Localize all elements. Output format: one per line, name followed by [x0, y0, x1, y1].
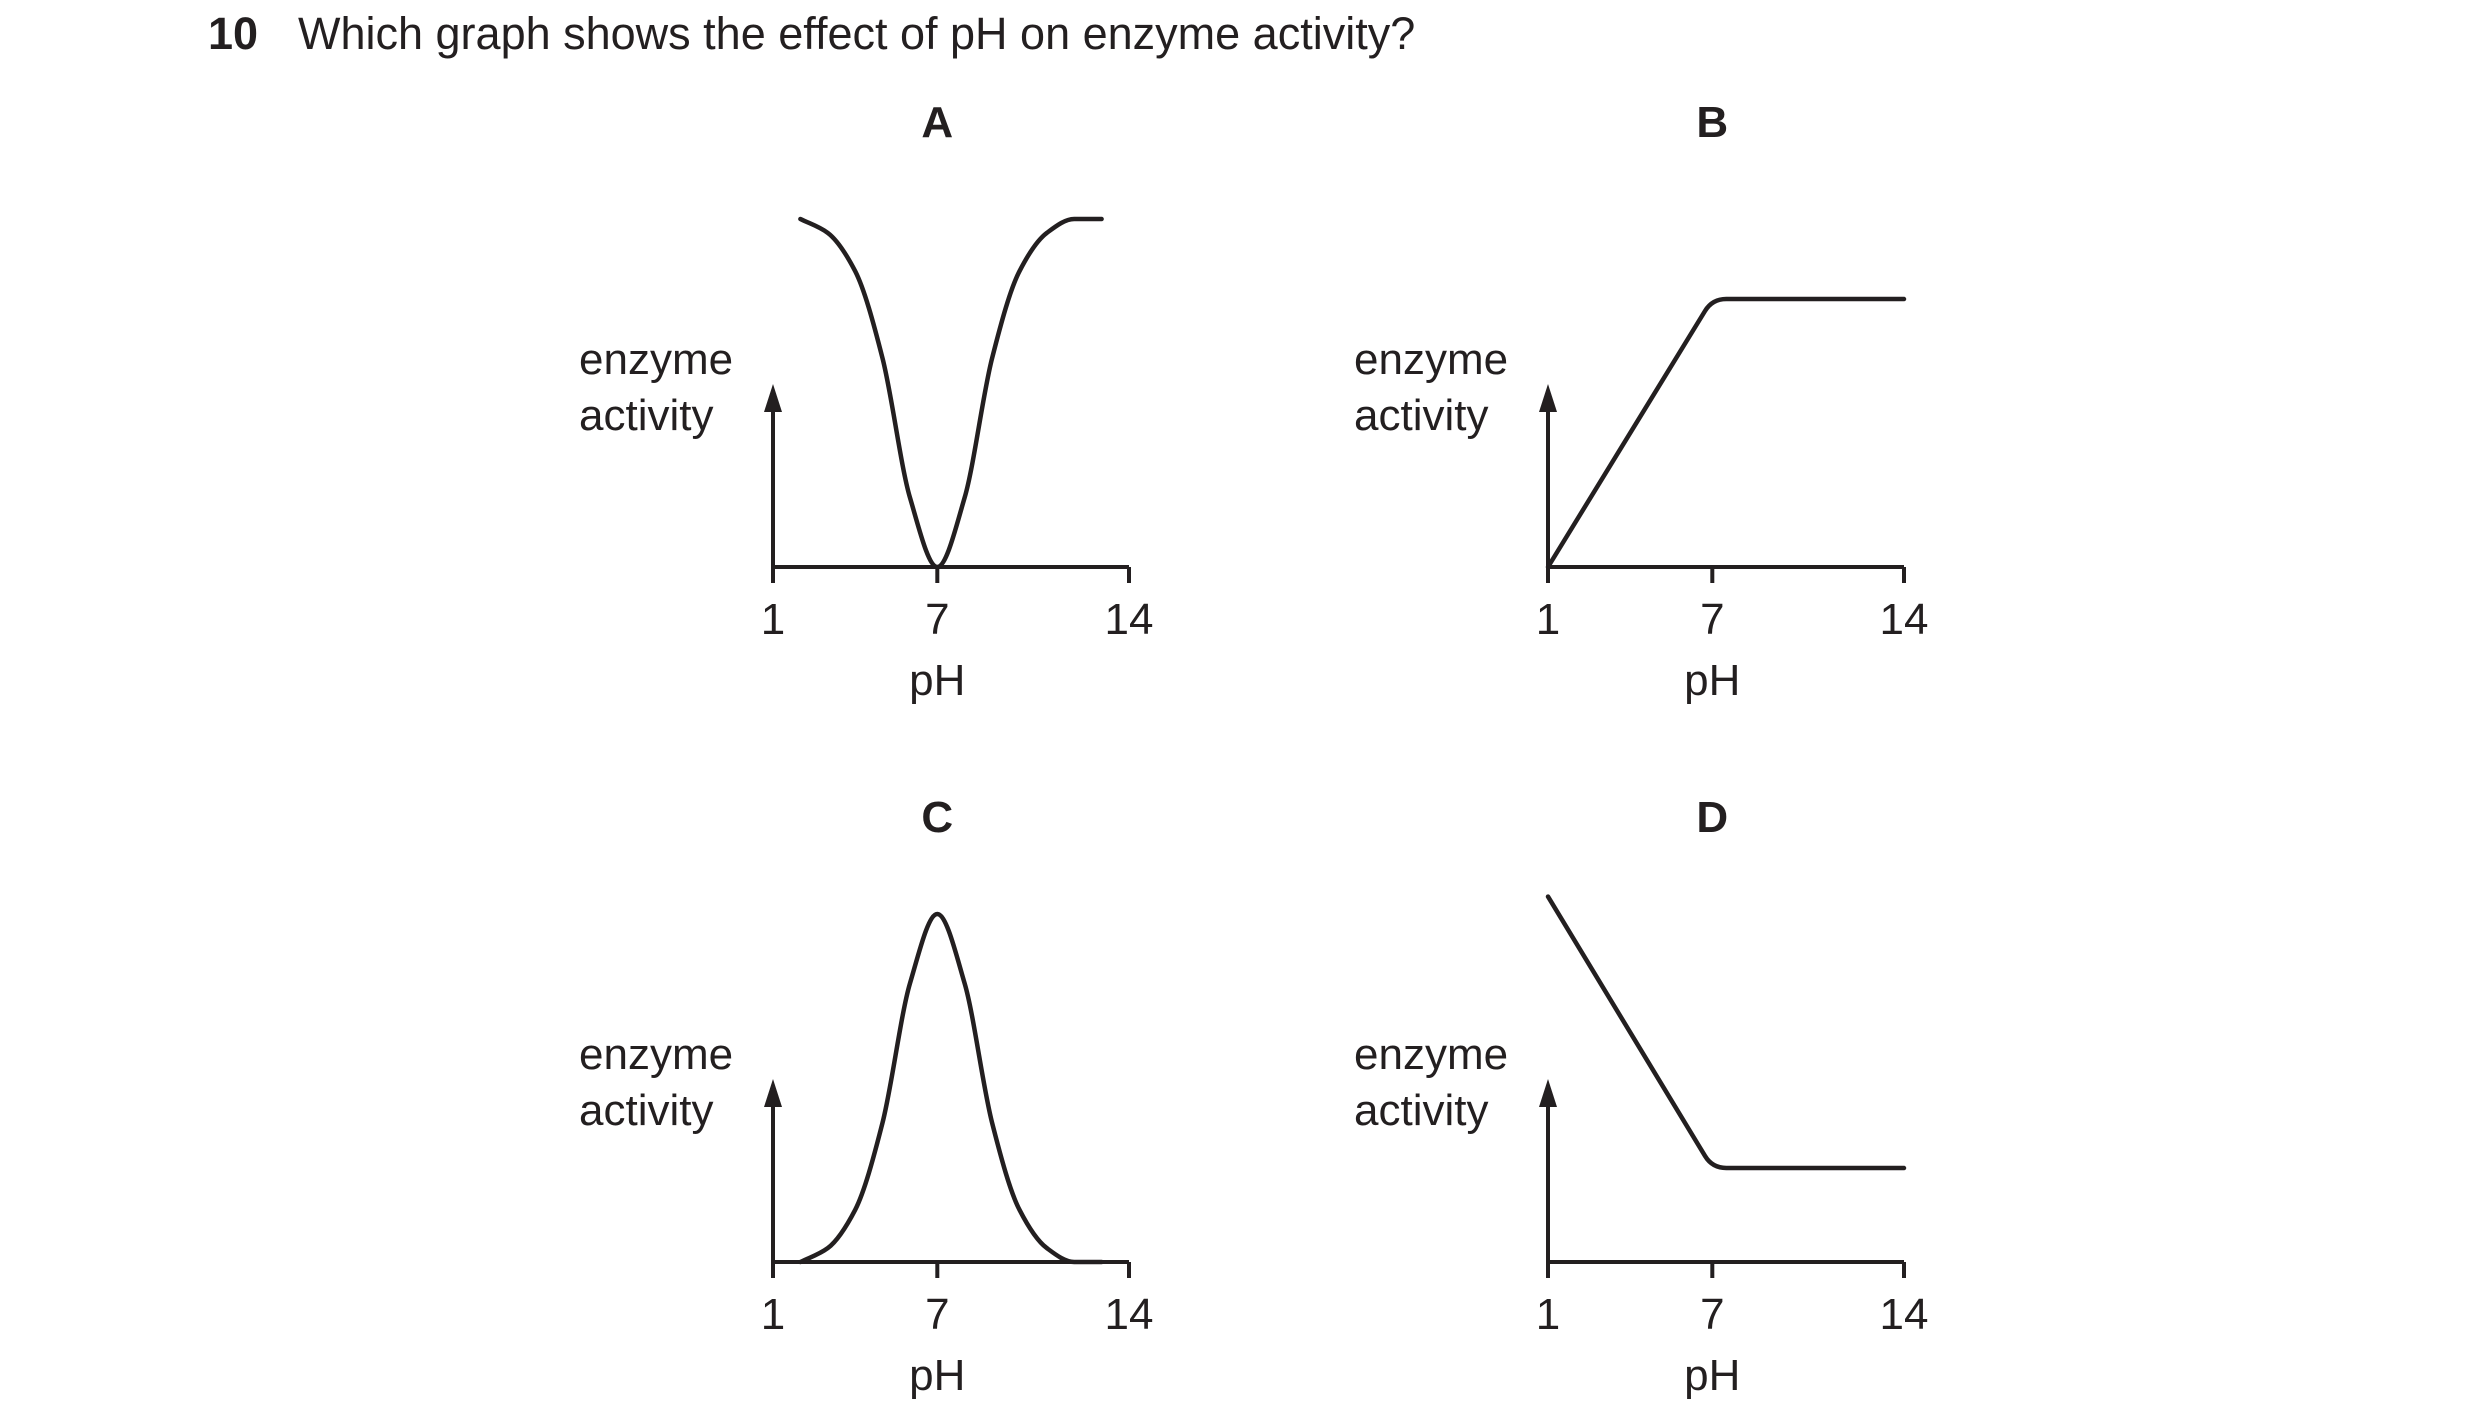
panel-d-y-axis-label: enzyme [1354, 1030, 1508, 1079]
panel-a-y-axis-label: enzyme [579, 335, 733, 384]
panel-a-x-tick-label: 7 [925, 595, 949, 644]
panel-c-curve [798, 911, 1104, 1265]
panel-b-x-tick-label: 7 [1700, 595, 1724, 644]
panel-c-y-axis-label: activity [579, 1086, 713, 1135]
panel-b-x-tick-label: 14 [1880, 595, 1929, 644]
panel-a-x-tick-label: 1 [761, 595, 785, 644]
panel-b-y-axis-arrowhead [1539, 384, 1557, 412]
panel-d-x-tick-label: 1 [1536, 1290, 1560, 1339]
question-stem: 10 Which graph shows the effect of pH on … [208, 6, 1415, 62]
question-text: Which graph shows the effect of pH on en… [298, 8, 1416, 59]
panel-a: A 1 7 14 pH enzyme activity [579, 98, 1153, 705]
panel-d-y-axis-label: activity [1354, 1086, 1488, 1135]
panel-b-y-axis-label: activity [1354, 391, 1488, 440]
panel-d-x-tick-label: 14 [1880, 1290, 1929, 1339]
panel-d: D 1 7 14 pH enzyme activity [1354, 793, 1928, 1400]
panel-c-x-tick-label: 14 [1105, 1290, 1154, 1339]
panel-b-x-axis-label: pH [1684, 656, 1740, 705]
panel-a-x-tick-label: 14 [1105, 595, 1154, 644]
panel-c-y-axis-arrowhead [764, 1079, 782, 1107]
panel-a-curve [798, 216, 1104, 570]
panel-a-x-axis-label: pH [909, 656, 965, 705]
panel-a-y-axis-arrowhead [764, 384, 782, 412]
panel-b: B 1 7 14 pH enzyme activity [1354, 98, 1928, 705]
panel-c-x-tick-label: 7 [925, 1290, 949, 1339]
panel-d-letter: D [1696, 793, 1728, 842]
panel-c: C 1 7 14 pH enzyme activity [579, 793, 1153, 1400]
panel-a-y-axis-label: activity [579, 391, 713, 440]
panel-a-letter: A [921, 98, 953, 147]
panel-c-x-tick-label: 1 [761, 1290, 785, 1339]
panel-c-y-axis-label: enzyme [579, 1030, 733, 1079]
panel-b-y-axis-label: enzyme [1354, 335, 1508, 384]
panel-c-x-axis-label: pH [909, 1351, 965, 1400]
panel-b-curve [1545, 296, 1907, 570]
panel-c-letter: C [921, 793, 953, 842]
panel-b-x-tick-label: 1 [1536, 595, 1560, 644]
panel-d-y-axis-arrowhead [1539, 1079, 1557, 1107]
panel-d-x-axis-label: pH [1684, 1351, 1740, 1400]
panel-d-x-tick-label: 7 [1700, 1290, 1724, 1339]
panel-b-letter: B [1696, 98, 1728, 147]
panel-d-curve [1545, 894, 1907, 1171]
question-number: 10 [208, 8, 259, 59]
